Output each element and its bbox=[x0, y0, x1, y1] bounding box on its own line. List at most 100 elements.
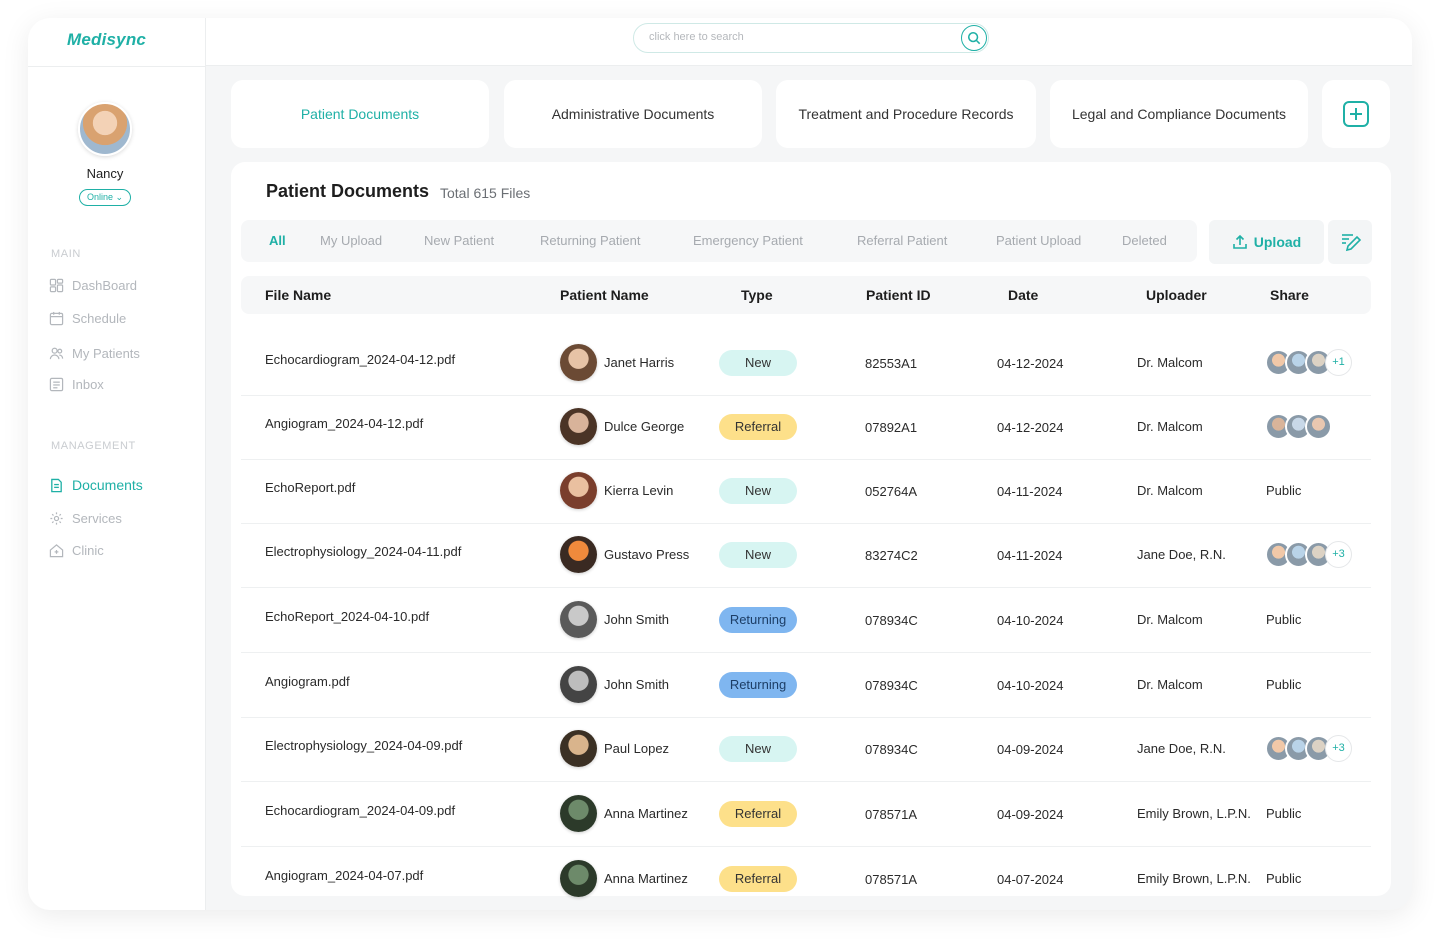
type-badge: Referral bbox=[719, 801, 797, 827]
patient-name[interactable]: Paul Lopez bbox=[604, 741, 670, 756]
table-row[interactable]: EchoReport_2024-04-10.pdf John Smith Retur… bbox=[241, 589, 1371, 653]
share-more-count[interactable]: +3 bbox=[1325, 541, 1352, 568]
file-name[interactable]: Angiogram.pdf bbox=[265, 674, 350, 689]
patient-id: 07892A1 bbox=[865, 420, 918, 435]
table-row[interactable]: Electrophysiology_2024-04-11.pdf Gustavo … bbox=[241, 524, 1371, 588]
sidebar-item-label: Clinic bbox=[72, 542, 104, 558]
share-status[interactable]: Public bbox=[1266, 871, 1302, 886]
document-date: 04-09-2024 bbox=[997, 807, 1064, 822]
document-date: 04-07-2024 bbox=[997, 872, 1064, 887]
sidebar-item-label: Services bbox=[72, 510, 122, 526]
column-header-share[interactable]: Share bbox=[1270, 287, 1309, 303]
sidebar-item-services[interactable]: Services bbox=[49, 508, 122, 528]
tab-administrative-documents[interactable]: Administrative Documents bbox=[504, 80, 762, 148]
table-row[interactable]: Angiogram.pdf John Smith Returning 078934C 0… bbox=[241, 654, 1371, 718]
tab-legal-compliance-documents[interactable]: Legal and Compliance Documents bbox=[1050, 80, 1308, 148]
document-date: 04-11-2024 bbox=[997, 548, 1063, 563]
document-date: 04-10-2024 bbox=[997, 613, 1064, 628]
patient-name[interactable]: Kierra Levin bbox=[604, 483, 674, 498]
patient-name[interactable]: John Smith bbox=[604, 612, 670, 627]
filter-deleted[interactable]: Deleted bbox=[1122, 233, 1167, 248]
sidebar-item-my-patients[interactable]: My Patients bbox=[49, 343, 140, 363]
sidebar: Medisync Nancy Online ⌄ MAIN DashBoard S… bbox=[28, 18, 206, 910]
column-header-uploader[interactable]: Uploader bbox=[1146, 287, 1207, 303]
share-avatars[interactable]: +3 bbox=[1265, 541, 1357, 569]
column-header-patient-name[interactable]: Patient Name bbox=[560, 287, 649, 303]
patient-name[interactable]: Dulce George bbox=[604, 419, 685, 434]
filter-emergency-patient[interactable]: Emergency Patient bbox=[693, 233, 803, 248]
patient-name[interactable]: Anna Martinez bbox=[604, 871, 688, 886]
uploader: Jane Doe, R.N. bbox=[1137, 741, 1226, 756]
share-status[interactable]: Public bbox=[1266, 483, 1302, 498]
patient-id: 82553A1 bbox=[865, 356, 918, 371]
patient-id: 052764A bbox=[865, 484, 918, 499]
filter-all[interactable]: All bbox=[269, 233, 286, 248]
column-header-file-name[interactable]: File Name bbox=[265, 287, 332, 303]
upload-label: Upload bbox=[1253, 234, 1302, 250]
file-name[interactable]: EchoReport.pdf bbox=[265, 480, 356, 495]
share-avatars[interactable]: +1 bbox=[1265, 349, 1357, 377]
type-badge: Returning bbox=[719, 672, 797, 698]
patient-avatar bbox=[560, 730, 597, 767]
gear-icon bbox=[50, 511, 63, 525]
file-name[interactable]: EchoReport_2024-04-10.pdf bbox=[265, 609, 430, 624]
table-row[interactable]: Echocardiogram_2024-04-12.pdf Janet Harri… bbox=[241, 332, 1371, 396]
patient-avatar bbox=[560, 408, 597, 445]
share-more-count[interactable]: +1 bbox=[1325, 349, 1352, 376]
file-name[interactable]: Electrophysiology_2024-04-11.pdf bbox=[265, 544, 462, 559]
table-row[interactable]: Angiogram_2024-04-07.pdf Anna Martinez Ref… bbox=[241, 848, 1371, 910]
filter-new-patient[interactable]: New Patient bbox=[424, 233, 495, 248]
patient-name[interactable]: Janet Harris bbox=[604, 355, 675, 370]
share-more-count[interactable]: +3 bbox=[1325, 735, 1352, 762]
search-input[interactable] bbox=[649, 31, 949, 43]
table-row[interactable]: Angiogram_2024-04-12.pdf Dulce George Refe… bbox=[241, 396, 1371, 460]
file-name[interactable]: Electrophysiology_2024-04-09.pdf bbox=[265, 738, 463, 753]
table-row[interactable]: Electrophysiology_2024-04-09.pdf Paul Lop… bbox=[241, 718, 1371, 782]
patient-avatar bbox=[560, 472, 597, 509]
user-avatar[interactable] bbox=[78, 102, 132, 156]
sidebar-item-inbox[interactable]: Inbox bbox=[49, 374, 104, 394]
patient-name[interactable]: Gustavo Press bbox=[604, 547, 690, 562]
share-avatars[interactable] bbox=[1265, 413, 1357, 441]
filter-returning-patient[interactable]: Returning Patient bbox=[540, 233, 641, 248]
filter-my-upload[interactable]: My Upload bbox=[320, 233, 383, 248]
status-dropdown[interactable]: Online ⌄ bbox=[79, 189, 131, 206]
user-name: Nancy bbox=[86, 166, 124, 181]
add-category-button[interactable] bbox=[1322, 80, 1390, 148]
patient-avatar bbox=[560, 601, 597, 638]
share-status[interactable]: Public bbox=[1266, 612, 1302, 627]
filter-patient-upload[interactable]: Patient Upload bbox=[996, 233, 1082, 248]
sidebar-item-schedule[interactable]: Schedule bbox=[49, 308, 126, 328]
edit-button[interactable] bbox=[1328, 220, 1372, 264]
share-status[interactable]: Public bbox=[1266, 677, 1302, 692]
sidebar-item-documents[interactable]: Documents bbox=[49, 475, 143, 495]
column-header-patient-id[interactable]: Patient ID bbox=[866, 287, 931, 303]
sidebar-divider bbox=[28, 66, 206, 67]
type-badge: Returning bbox=[719, 607, 797, 633]
app-logo[interactable]: Medisync bbox=[67, 30, 147, 49]
filter-referral-patient[interactable]: Referral Patient bbox=[857, 233, 948, 248]
file-name[interactable]: Angiogram_2024-04-12.pdf bbox=[265, 416, 424, 431]
upload-button[interactable]: Upload bbox=[1209, 220, 1324, 264]
uploader: Emily Brown, L.P.N. bbox=[1137, 871, 1251, 886]
sidebar-item-clinic[interactable]: Clinic bbox=[49, 540, 104, 560]
column-header-type[interactable]: Type bbox=[741, 287, 773, 303]
document-date: 04-12-2024 bbox=[997, 356, 1064, 371]
table-row[interactable]: EchoReport.pdf Kierra Levin New 052764A 04-1… bbox=[241, 460, 1371, 524]
share-status[interactable]: Public bbox=[1266, 806, 1302, 821]
file-name[interactable]: Echocardiogram_2024-04-12.pdf bbox=[265, 352, 456, 367]
patient-name[interactable]: Anna Martinez bbox=[604, 806, 688, 821]
column-header-date[interactable]: Date bbox=[1008, 287, 1039, 303]
sidebar-item-dashboard[interactable]: DashBoard bbox=[49, 275, 137, 295]
panel-title: Patient Documents bbox=[266, 181, 430, 201]
search-button[interactable] bbox=[961, 25, 987, 51]
tab-patient-documents[interactable]: Patient Documents bbox=[231, 80, 489, 148]
share-avatars[interactable]: +3 bbox=[1265, 735, 1357, 763]
patient-name[interactable]: John Smith bbox=[604, 677, 670, 692]
tab-treatment-procedure-records[interactable]: Treatment and Procedure Records bbox=[776, 80, 1036, 148]
file-name[interactable]: Angiogram_2024-04-07.pdf bbox=[265, 868, 424, 883]
table-row[interactable]: Echocardiogram_2024-04-09.pdf Anna Martin… bbox=[241, 783, 1371, 847]
patient-id: 83274C2 bbox=[865, 548, 918, 563]
patient-id: 078571A bbox=[865, 872, 918, 887]
file-name[interactable]: Echocardiogram_2024-04-09.pdf bbox=[265, 803, 456, 818]
